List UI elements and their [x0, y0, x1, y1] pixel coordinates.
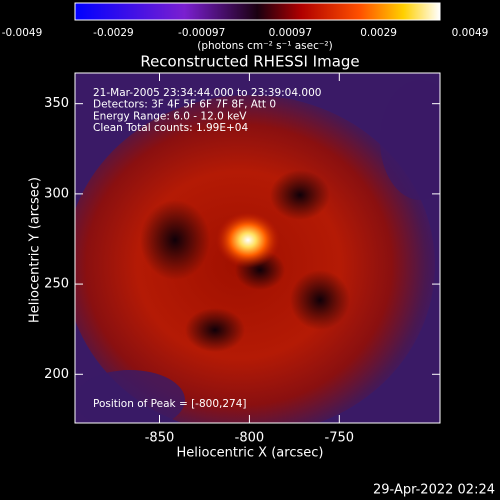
- y-tick-label: 250: [44, 277, 69, 292]
- timestamp: 29-Apr-2022 02:24: [373, 483, 495, 498]
- colorbar-label: (photons cm⁻² s⁻¹ asec⁻²): [197, 40, 332, 52]
- annotation: Energy Range: 6.0 - 12.0 keV: [93, 110, 247, 122]
- colorbar: [74, 2, 441, 21]
- x-tick-label: -850: [145, 431, 175, 446]
- annotation: Clean Total counts: 1.99E+04: [93, 122, 248, 134]
- colorbar-tick-label: -0.0049: [2, 27, 43, 39]
- y-tick-label: 300: [44, 186, 69, 201]
- chart-title: Reconstructed RHESSI Image: [140, 53, 359, 71]
- peak-label: Position of Peak = [-800,274]: [93, 398, 247, 410]
- annotation: 21-Mar-2005 23:34:44.000 to 23:39:04.000: [93, 87, 321, 99]
- colorbar-tick-label: 0.00097: [269, 27, 312, 39]
- x-axis-label: Heliocentric X (arcsec): [177, 446, 324, 461]
- colorbar-tick-label: -0.00097: [178, 27, 225, 39]
- annotation: Detectors: 3F 4F 5F 6F 7F 8F, Att 0: [93, 99, 276, 111]
- colorbar-tick-label: 0.0049: [452, 27, 489, 39]
- colorbar-tick-label: 0.0029: [360, 27, 397, 39]
- plot-frame: [74, 72, 441, 424]
- y-axis-label: Heliocentric Y (arcsec): [28, 177, 43, 323]
- x-tick-label: -750: [325, 431, 355, 446]
- image: [75, 73, 440, 423]
- x-tick-label: -800: [235, 431, 265, 446]
- colorbar-tick-label: -0.0029: [93, 27, 134, 39]
- y-tick-label: 350: [44, 96, 69, 111]
- y-tick-label: 200: [44, 367, 69, 382]
